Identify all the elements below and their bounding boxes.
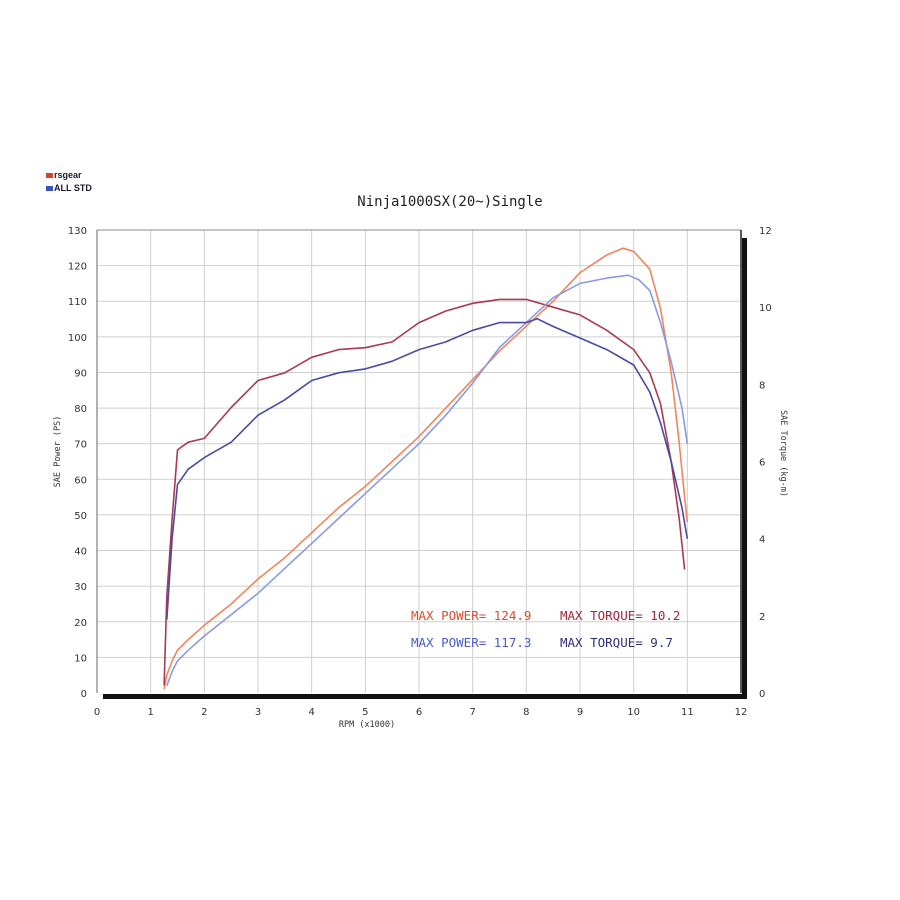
y-right-tick-label: 10 xyxy=(759,303,772,314)
y-right-tick-label: 8 xyxy=(759,380,765,391)
y-left-tick-label: 100 xyxy=(68,333,87,344)
x-tick-label: 12 xyxy=(735,707,748,718)
x-tick-label: 4 xyxy=(308,707,314,718)
legend-label-all-std: ALL STD xyxy=(54,183,92,193)
y-left-tick-label: 80 xyxy=(74,404,87,415)
x-axis-label: RPM (x1000) xyxy=(339,720,395,730)
bottom-axis-shadow xyxy=(103,694,745,699)
y-left-tick-label: 130 xyxy=(68,226,87,237)
y-right-tick-label: 4 xyxy=(759,535,765,546)
x-tick-label: 9 xyxy=(577,707,583,718)
y-right-tick-label: 0 xyxy=(759,689,765,700)
y-right-axis-label: SAE Torque (kg-m) xyxy=(778,410,788,497)
x-tick-label: 3 xyxy=(255,707,261,718)
series-line-rsgear-torque xyxy=(163,298,686,686)
y-left-tick-label: 40 xyxy=(74,547,87,558)
series-line-all-std-power xyxy=(166,274,689,687)
legend-swatch-all-std xyxy=(46,185,53,191)
x-tick-label: 2 xyxy=(201,707,207,718)
legend-item-rsgear: rsgear xyxy=(46,170,82,180)
annotation-rsgear-max-power: MAX POWER= 124.9 xyxy=(411,608,532,623)
y-left-tick-label: 0 xyxy=(81,689,87,700)
y-left-tick-label: 50 xyxy=(74,511,87,522)
chart-title: Ninja1000SX(20~)Single xyxy=(357,194,543,210)
x-tick-label: 7 xyxy=(469,707,475,718)
x-tick-label: 8 xyxy=(523,707,529,718)
annotation-rsgear-max-torque: MAX TORQUE= 10.2 xyxy=(560,608,681,623)
x-tick-label: 1 xyxy=(147,707,153,718)
y-left-tick-label: 90 xyxy=(74,368,87,379)
x-tick-label: 10 xyxy=(627,707,640,718)
y-right-tick-label: 6 xyxy=(759,458,765,469)
annotation-std-max-power: MAX POWER= 117.3 xyxy=(411,635,532,650)
y-left-tick-label: 70 xyxy=(74,440,87,451)
x-tick-label: 11 xyxy=(681,707,694,718)
right-axis-shadow xyxy=(742,238,747,699)
series-line-all-std-torque xyxy=(166,317,689,620)
legend-label-rsgear: rsgear xyxy=(54,170,82,180)
series-line-rsgear-power xyxy=(163,247,689,690)
x-tick-label: 6 xyxy=(416,707,422,718)
y-right-tick-label: 12 xyxy=(759,226,772,237)
y-left-tick-label: 110 xyxy=(68,297,87,308)
legend-item-all-std: ALL STD xyxy=(46,183,92,193)
y-left-tick-label: 10 xyxy=(74,653,87,664)
x-tick-label: 0 xyxy=(94,707,100,718)
y-left-tick-label: 30 xyxy=(74,582,87,593)
y-left-tick-label: 20 xyxy=(74,618,87,629)
y-left-tick-label: 120 xyxy=(68,262,87,273)
y-right-tick-label: 2 xyxy=(759,612,765,623)
x-tick-label: 5 xyxy=(362,707,368,718)
legend-swatch-rsgear xyxy=(46,172,53,178)
y-left-tick-label: 60 xyxy=(74,475,87,486)
annotation-std-max-torque: MAX TORQUE= 9.7 xyxy=(560,635,673,650)
y-left-axis-label: SAE Power (PS) xyxy=(53,416,63,488)
